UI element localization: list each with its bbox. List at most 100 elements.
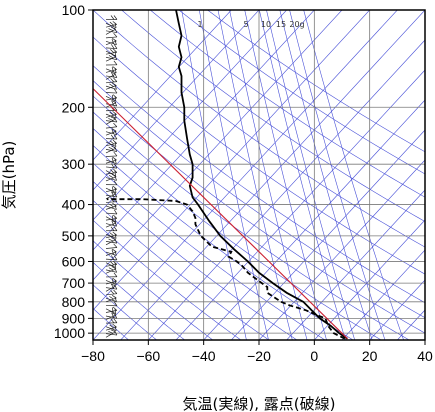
temperature-line bbox=[175, 10, 348, 340]
dry-adiabat bbox=[93, 284, 157, 340]
y-tick-label: 400 bbox=[62, 197, 86, 213]
wind-barb bbox=[105, 186, 117, 193]
mixing-ratio-line bbox=[266, 10, 356, 340]
y-tick-label: 300 bbox=[62, 156, 86, 172]
dry-adiabat bbox=[93, 307, 129, 340]
wind-barb bbox=[105, 77, 118, 84]
wind-barb bbox=[106, 226, 118, 232]
wind-barb bbox=[105, 44, 118, 50]
wind-barb bbox=[105, 146, 118, 152]
x-tick-label: −20 bbox=[247, 348, 271, 364]
x-axis-ticks: −80 −60 −40 −20 0 20 40 bbox=[81, 340, 433, 364]
isotherm-line bbox=[93, 10, 232, 161]
isotherm-line bbox=[93, 10, 398, 340]
dry-adiabat bbox=[121, 10, 425, 222]
wind-barb bbox=[105, 301, 118, 307]
wind-barb bbox=[105, 215, 117, 223]
x-tick-label: −80 bbox=[81, 348, 105, 364]
dry-adiabat bbox=[93, 65, 425, 304]
x-tick-label: 20 bbox=[362, 348, 378, 364]
dry-adiabat bbox=[93, 145, 354, 340]
wind-barb bbox=[105, 38, 117, 46]
y-tick-label: 600 bbox=[62, 253, 86, 269]
mixing-ratio-label: 15 bbox=[276, 20, 286, 29]
wind-barb bbox=[105, 27, 118, 33]
wind-barb bbox=[105, 191, 118, 198]
wind-barb bbox=[105, 204, 117, 210]
wind-barb bbox=[105, 163, 118, 169]
parcel-line bbox=[93, 87, 348, 340]
y-tick-label: 800 bbox=[62, 294, 86, 310]
x-axis-label: 気温(実線), 露点(破線) bbox=[183, 395, 336, 412]
wind-barb bbox=[105, 312, 118, 319]
dry-adiabat bbox=[93, 199, 270, 340]
wind-barb bbox=[105, 94, 117, 102]
mixing-ratio-line bbox=[303, 10, 404, 340]
wind-barb bbox=[105, 117, 118, 123]
wind-barb bbox=[105, 296, 117, 302]
wind-barb bbox=[105, 243, 118, 249]
wind-barb bbox=[105, 233, 117, 239]
wind-barb bbox=[105, 72, 118, 78]
wind-barb bbox=[106, 15, 118, 20]
wind-barb bbox=[105, 66, 117, 74]
wind-barb bbox=[105, 60, 118, 66]
grid-lines bbox=[93, 10, 425, 340]
isotherm-line bbox=[314, 219, 425, 340]
mixing-ratio-labels: 1 5 10 15 20g bbox=[197, 20, 304, 29]
wind-barb bbox=[105, 284, 118, 290]
mixing-ratio-label: 20g bbox=[289, 20, 304, 29]
isotherm-line bbox=[120, 10, 425, 340]
x-tick-label: 40 bbox=[417, 348, 433, 364]
mixing-ratio-label: 5 bbox=[243, 20, 248, 29]
isotherm-line bbox=[231, 129, 425, 340]
wind-barb bbox=[105, 262, 117, 268]
isotherm-line bbox=[93, 10, 343, 281]
wind-barb bbox=[105, 267, 118, 273]
isotherm-line bbox=[341, 249, 425, 340]
isotherm-line bbox=[203, 99, 425, 340]
wind-barb bbox=[105, 50, 117, 57]
wind-barb bbox=[105, 151, 118, 157]
dry-adiabat bbox=[93, 111, 410, 340]
dry-adiabat bbox=[93, 261, 185, 340]
wind-barb bbox=[105, 289, 118, 296]
isotherm-line bbox=[93, 10, 287, 221]
isotherm-line bbox=[258, 159, 425, 340]
isotherm-line bbox=[93, 10, 315, 251]
wind-barb bbox=[105, 84, 117, 90]
y-tick-label: 200 bbox=[62, 99, 86, 115]
y-tick-label: 700 bbox=[62, 275, 86, 291]
mixing-ratio-line bbox=[198, 10, 269, 340]
wind-barb bbox=[105, 157, 117, 164]
dry-adiabat bbox=[150, 10, 425, 198]
mixing-ratio-line bbox=[259, 10, 346, 340]
dry-adiabat bbox=[93, 219, 241, 340]
dry-adiabat bbox=[207, 10, 425, 153]
y-tick-label: 1000 bbox=[54, 325, 85, 341]
mixing-ratio-line bbox=[289, 10, 386, 340]
wind-barb bbox=[105, 325, 117, 331]
x-tick-label: −40 bbox=[192, 348, 216, 364]
isotherm-line bbox=[93, 10, 260, 191]
profile-series bbox=[93, 10, 348, 340]
dry-adiabat bbox=[93, 240, 213, 340]
wind-barb bbox=[105, 330, 118, 336]
mixing-ratio-line bbox=[229, 10, 308, 340]
y-tick-label: 900 bbox=[62, 310, 86, 326]
wind-barb bbox=[105, 272, 118, 278]
y-tick-label: 500 bbox=[62, 228, 86, 244]
wind-barb bbox=[105, 249, 117, 256]
wind-barb bbox=[105, 134, 118, 140]
wind-barb bbox=[105, 113, 117, 119]
wind-barb bbox=[105, 32, 118, 39]
wind-barb bbox=[105, 307, 117, 314]
wind-barb bbox=[105, 100, 118, 107]
wind-barb bbox=[105, 88, 118, 94]
dry-adiabat bbox=[178, 10, 425, 175]
wind-barb bbox=[105, 278, 117, 285]
wind-barb bbox=[105, 209, 118, 215]
isotherm-line bbox=[148, 39, 425, 340]
